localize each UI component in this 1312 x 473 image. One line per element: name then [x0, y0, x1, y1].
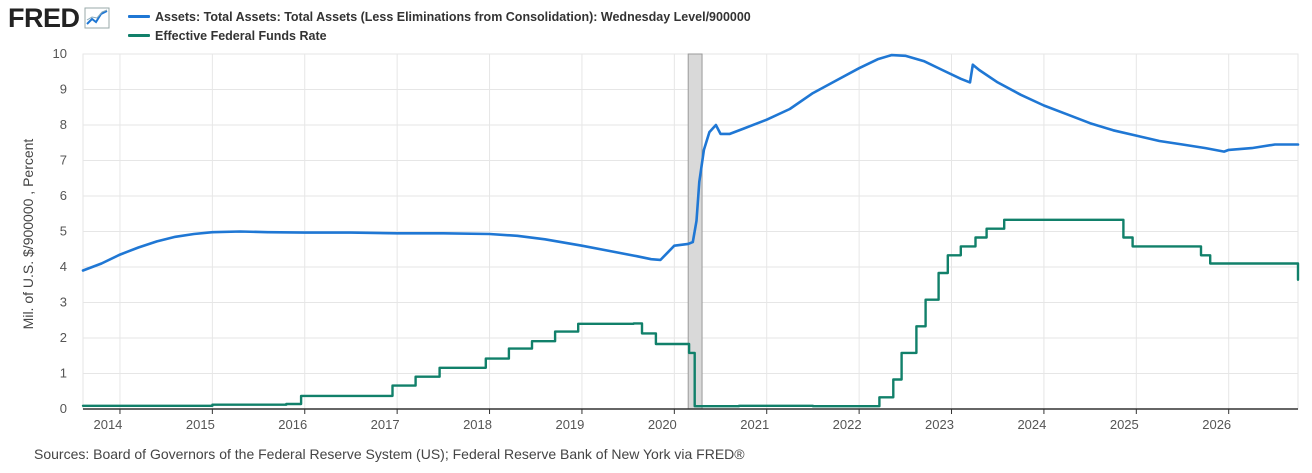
x-tick-label: 2020	[648, 417, 677, 432]
x-tick-label: 2015	[186, 417, 215, 432]
chart-series	[81, 53, 1300, 408]
x-tick-label: 2024	[1017, 417, 1046, 432]
x-tick-label: 2025	[1110, 417, 1139, 432]
y-axis-label: Mil. of U.S. $/900000 , Percent	[20, 139, 36, 330]
legend-label-fedfunds: Effective Federal Funds Rate	[155, 28, 327, 43]
chart-line-icon	[84, 7, 109, 29]
x-tick-label: 2019	[555, 417, 584, 432]
x-tick-label: 2023	[925, 417, 954, 432]
y-tick-label: 2	[60, 330, 67, 345]
legend-item-fedfunds[interactable]: Effective Federal Funds Rate	[128, 26, 751, 45]
chart-axes: 0 1 2 3 4 5 6 7 8 9 10 2014 2015 2016 2017 2018 2019 2020…	[53, 46, 1298, 432]
x-tick-label: 2016	[278, 417, 307, 432]
legend-label-assets: Assets: Total Assets: Total Assets (Less…	[155, 9, 751, 24]
y-tick-label: 0	[60, 401, 67, 416]
fred-logo[interactable]: FRED	[8, 3, 110, 33]
y-tick-label: 7	[60, 153, 67, 168]
chart-header: FRED Assets: Total Assets: Total Assets …	[0, 0, 1312, 46]
x-tick-label: 2014	[93, 417, 122, 432]
y-tick-label: 1	[60, 366, 67, 381]
x-tick-label: 2026	[1202, 417, 1231, 432]
y-tick-label: 3	[60, 295, 67, 310]
x-tick-label: 2017	[371, 417, 400, 432]
source-note: Sources: Board of Governors of the Feder…	[34, 446, 745, 462]
y-tick-label: 6	[60, 188, 67, 203]
y-tick-label: 4	[60, 259, 67, 274]
legend-swatch-fedfunds	[128, 34, 150, 37]
y-tick-label: 9	[60, 82, 67, 97]
line-chart: 0 1 2 3 4 5 6 7 8 9 10 2014 2015 2016 2017 2018 2019 2020…	[20, 46, 1300, 432]
x-tick-label: 2018	[463, 417, 492, 432]
y-tick-label: 5	[60, 224, 67, 239]
chart-legend: Assets: Total Assets: Total Assets (Less…	[128, 7, 751, 45]
y-tick-label: 8	[60, 117, 67, 132]
x-tick-label: 2022	[833, 417, 862, 432]
series-line-fedfunds	[81, 218, 1300, 408]
legend-swatch-assets	[128, 15, 150, 18]
fred-logo-text: FRED	[8, 2, 80, 33]
y-tick-label: 10	[53, 46, 67, 61]
x-tick-label: 2021	[740, 417, 769, 432]
legend-item-assets[interactable]: Assets: Total Assets: Total Assets (Less…	[128, 7, 751, 26]
series-line-assets	[81, 53, 1300, 272]
